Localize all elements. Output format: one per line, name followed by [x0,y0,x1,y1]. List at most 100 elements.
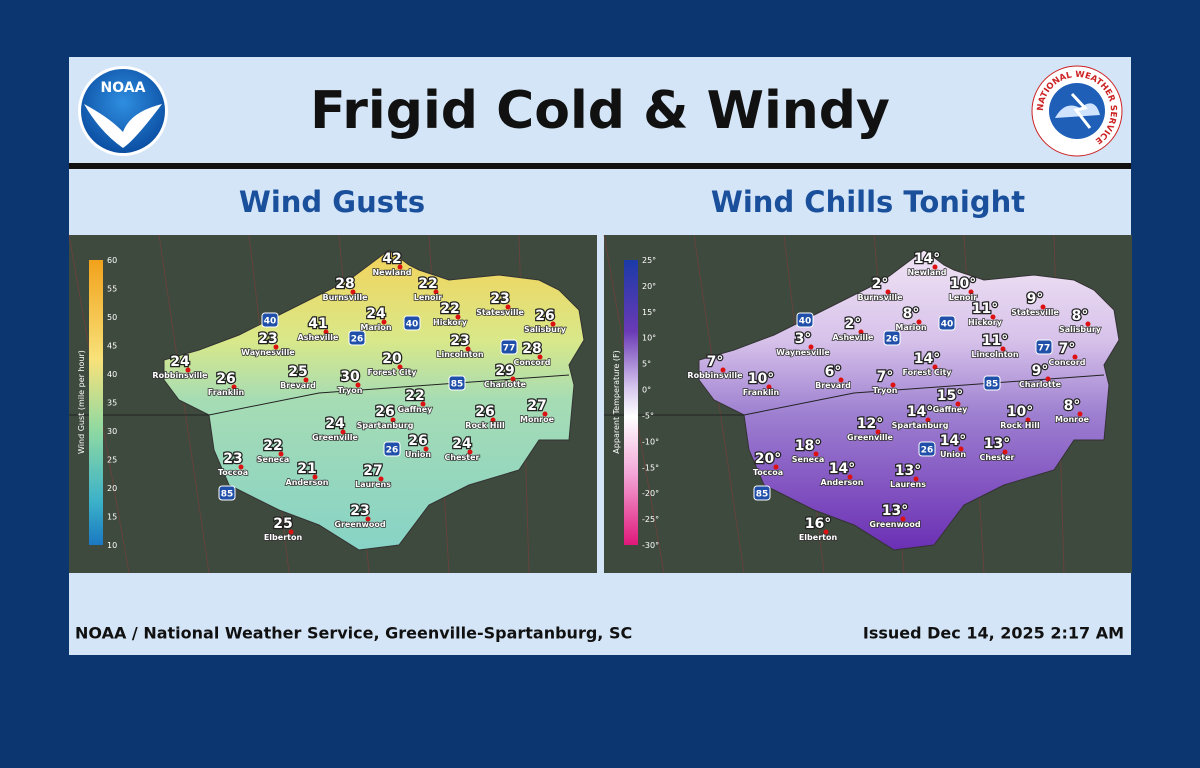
city-name: Greenville [847,433,894,442]
city-dot [273,344,279,350]
city-dot [397,264,403,270]
city-dot [990,314,996,320]
value: 24 [366,306,386,322]
value: 16° [805,516,831,532]
city-name: Chester [980,453,1015,462]
shield [983,375,1001,391]
city-name: Waynesville [776,348,830,357]
value: 9° [1027,291,1044,307]
city-name: Gaffney [933,405,969,414]
legend-label: Wind Gust (mile per hour) [77,350,86,454]
city-name: Lenoir [414,293,442,302]
value: 27 [527,398,546,414]
city-dot [397,364,403,370]
city-name: Anderson [821,478,864,487]
city-name: Burnsville [322,293,368,302]
city-dot [550,321,556,327]
legend-tick: 60 [107,256,117,265]
city-dot [465,346,471,352]
value: 14° [914,351,940,367]
value: 24 [170,354,190,370]
city-dot [885,289,891,295]
city-name: Spartanburg [357,421,414,430]
legend-tick: 25 [107,456,117,465]
divider [69,163,1131,169]
city-dot [1045,376,1051,382]
city-dot [355,382,361,388]
legend-tick: 10° [642,334,656,343]
value: 26 [216,371,235,387]
city-dot [1077,411,1083,417]
value: 26 [475,404,494,420]
city-dot [390,417,396,423]
shield-label: 85 [986,380,999,390]
value: 11° [982,333,1008,349]
city-name: Charlotte [1019,380,1062,389]
city-dot [323,329,329,335]
city-name: Concord [514,358,551,367]
city-dot [925,417,931,423]
city-name: Lincolnton [436,350,484,359]
city-name: Marion [895,323,927,332]
city-dot [1002,449,1008,455]
city-name: Greenwood [334,520,385,529]
value: 20° [755,451,781,467]
shield-label: 40 [264,317,277,327]
legend-tick: -5° [642,411,654,420]
value: 22 [263,438,282,454]
value: 21 [297,461,316,477]
value: 10° [950,276,976,292]
city-name: Union [940,450,966,459]
value: 8° [1064,398,1081,414]
legend-tick: -25° [642,515,659,524]
city-dot [510,376,516,382]
city-name: Newland [907,268,946,277]
city-name: Franklin [208,388,245,397]
city-name: Laurens [355,480,391,489]
value: 22 [440,301,459,317]
city-name: Hickory [968,318,1003,327]
city-name: Concord [1049,358,1086,367]
title: Frigid Cold & Windy [310,81,890,141]
city-name: Monroe [1055,415,1090,424]
city-name: Lincolnton [971,350,1019,359]
city-dot [340,429,346,435]
city-name: Robbinsville [152,371,208,380]
city-dot [278,451,284,457]
shield [883,330,901,346]
city-name: Charlotte [484,380,527,389]
value: 6° [825,364,842,380]
city-dot [312,474,318,480]
legend-tick: 40 [107,370,117,379]
legend-label: Apparent Temperature (F) [612,350,621,453]
map-panel: 60 55 50 45 40 35 30 25 20 15 10 Wind Gust (mile pe… [68,234,597,574]
city-dot [303,377,309,383]
city-dot [1040,304,1046,310]
legend-tick: 0° [642,386,651,395]
city-dot [455,314,461,320]
state-line [604,374,1105,416]
legend-tick: -10° [642,437,659,446]
legend-tick: -30° [642,541,659,550]
city-name: Elberton [799,533,838,542]
value: 30 [340,369,360,385]
city-name: Elberton [264,533,303,542]
shield [403,315,421,331]
shield [753,485,771,501]
value: 23 [258,331,277,347]
shield-label: 26 [351,335,364,345]
city-dot [467,449,473,455]
legend-tick: 50 [107,313,117,322]
value: 11° [972,301,998,317]
value: 10° [748,371,774,387]
legend-tick: 15 [107,513,117,522]
city-name: Asheville [298,333,340,342]
legend-tick: -15° [642,463,659,472]
shield-label: 85 [221,490,234,500]
city-dot [968,289,974,295]
shield-label: 77 [503,344,516,354]
value: 28 [522,341,541,357]
city-name: Seneca [792,455,824,464]
city-name: Anderson [286,478,329,487]
